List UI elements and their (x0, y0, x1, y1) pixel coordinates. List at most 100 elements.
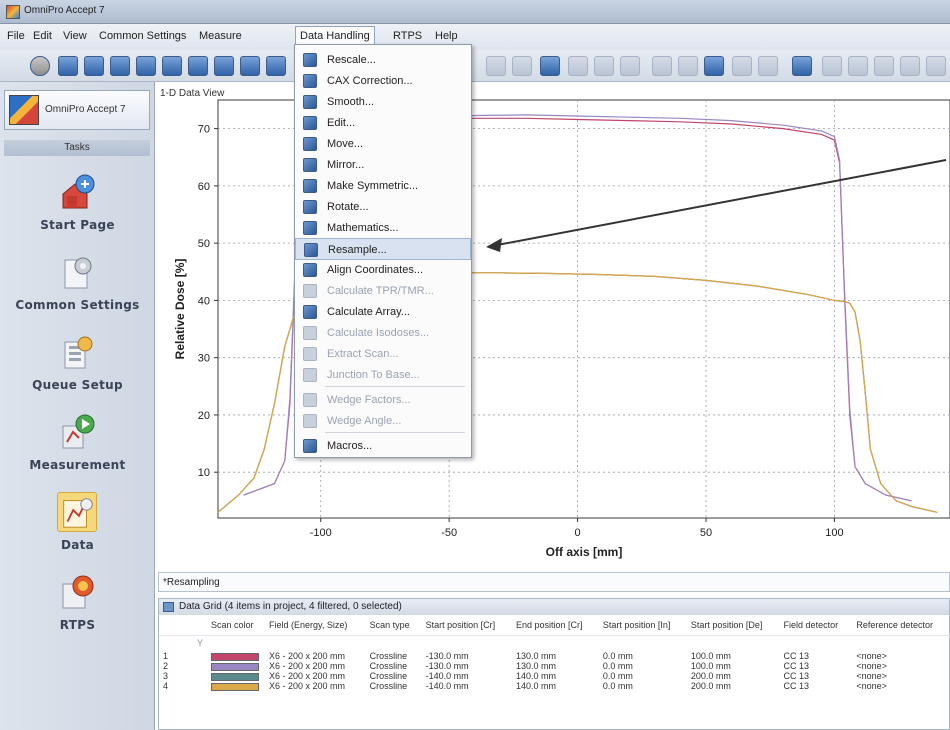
menu-item-cax-correction[interactable]: CAX Correction... (295, 70, 471, 92)
menu-item-label: Mathematics... (327, 222, 399, 234)
nav-queue-setup[interactable]: Queue Setup (0, 332, 155, 408)
column-header[interactable]: Start position [In] (598, 615, 687, 636)
toolbar-button-20[interactable] (758, 56, 778, 76)
toolbar-button-26[interactable] (926, 56, 946, 76)
nav-measurement[interactable]: Measurement (0, 412, 155, 488)
dose-profile-chart[interactable]: 10 20 30 40 50 60 70 -100 -50 0 50 100 Off axis [m… (156, 82, 950, 572)
y-tick-label: 10 (198, 467, 210, 479)
menu-file[interactable]: File (7, 30, 25, 42)
nav-start-page[interactable]: Start Page (0, 172, 155, 248)
macros-icon (303, 439, 317, 453)
toolbar-button-5[interactable] (162, 56, 182, 76)
menu-item-resample[interactable]: Resample... (295, 238, 471, 260)
menu-item-calculate-array[interactable]: Calculate Array... (295, 301, 471, 323)
toolbar-button-7[interactable] (214, 56, 234, 76)
menu-item-mathematics[interactable]: Mathematics... (295, 217, 471, 239)
start-in-cell: 0.0 mm (602, 671, 633, 681)
field-cell: X6 - 200 x 200 mm (269, 661, 346, 671)
series-line-4 (217, 272, 938, 513)
nav-rtps[interactable]: RTPS (0, 572, 155, 648)
toolbar-button-6[interactable] (188, 56, 208, 76)
toolbar-button-9[interactable] (266, 56, 286, 76)
start-in-cell: 0.0 mm (602, 681, 633, 691)
menu-item-label: Align Coordinates... (327, 264, 423, 276)
toolbar-button-3[interactable] (110, 56, 130, 76)
menu-edit[interactable]: Edit (33, 30, 52, 42)
column-header[interactable] (159, 615, 208, 636)
column-header[interactable]: Field (Energy, Size) (265, 615, 366, 636)
table-row[interactable]: 4 X6 - 200 x 200 mm Crossline -140.0 mm … (159, 681, 950, 691)
nav-common-settings[interactable]: Common Settings (0, 252, 155, 328)
column-header[interactable]: Start position [Cr] (421, 615, 512, 636)
menu-measure[interactable]: Measure (199, 30, 242, 42)
table-row[interactable]: 2 X6 - 200 x 200 mm Crossline -130.0 mm … (159, 661, 950, 671)
menu-help[interactable]: Help (435, 30, 458, 42)
menu-item-label: Macros... (327, 440, 373, 452)
column-header[interactable]: Scan color (207, 615, 266, 636)
toolbar-button-16[interactable] (652, 56, 672, 76)
plot-area[interactable]: 1-D Data View 10 20 30 40 50 60 70 -100 -50 0 50 1… (156, 82, 950, 572)
menu-item-edit[interactable]: Edit... (295, 112, 471, 134)
start-in-cell: 0.0 mm (602, 651, 633, 661)
scan-type-cell: Crossline (369, 651, 408, 661)
menu-item-mirror[interactable]: Mirror... (295, 154, 471, 176)
toolbar-button-24[interactable] (874, 56, 894, 76)
toolbar-button-18[interactable] (704, 56, 724, 76)
house-globe-icon (62, 174, 95, 209)
toolbar-button-11[interactable] (512, 56, 532, 76)
toolbar-button-21[interactable] (792, 56, 812, 76)
toolbar-button-22[interactable] (822, 56, 842, 76)
menu-data-handling[interactable]: Data Handling (295, 26, 375, 46)
toolbar-button-2[interactable] (84, 56, 104, 76)
y-tick-label: 30 (198, 353, 210, 365)
rtps-globe-icon (62, 575, 94, 609)
toolbar-button-13[interactable] (568, 56, 588, 76)
menu-item-calculate-tpr-tmr[interactable]: Calculate TPR/TMR... (295, 280, 471, 302)
toolbar-button-25[interactable] (900, 56, 920, 76)
menu-item-rotate[interactable]: Rotate... (295, 196, 471, 218)
column-header[interactable]: End position [Cr] (511, 615, 599, 636)
start-cr-cell: -130.0 mm (425, 661, 469, 671)
column-header[interactable]: Field detector (779, 615, 853, 636)
column-header[interactable]: Start position [De] (686, 615, 780, 636)
table-row[interactable]: 3 X6 - 200 x 200 mm Crossline -140.0 mm … (159, 671, 950, 681)
menu-item-label: Rescale... (327, 54, 376, 66)
toolbar-button-1[interactable] (58, 56, 78, 76)
nav-data[interactable]: Data (0, 492, 155, 568)
filter-row[interactable]: Y (159, 635, 950, 651)
menu-item-label: Wedge Angle... (327, 415, 402, 427)
menu-item-wedge-angle[interactable]: Wedge Angle... (295, 410, 471, 432)
reference-detector-cell: <none> (856, 681, 887, 691)
column-header[interactable]: Reference detector (852, 615, 950, 636)
menu-common-settings[interactable]: Common Settings (99, 30, 187, 42)
toolbar-button-4[interactable] (136, 56, 156, 76)
toolbar-button-23[interactable] (848, 56, 868, 76)
menu-item-align-coordinates[interactable]: Align Coordinates... (295, 259, 471, 281)
toolbar-button-15[interactable] (620, 56, 640, 76)
menu-item-junction-to-base[interactable]: Junction To Base... (295, 364, 471, 386)
menu-item-extract-scan[interactable]: Extract Scan... (295, 343, 471, 365)
y-tick-label: 70 (198, 124, 210, 136)
info-icon[interactable] (30, 56, 50, 76)
toolbar-button-10[interactable] (486, 56, 506, 76)
menu-item-make-symmetric[interactable]: Make Symmetric... (295, 175, 471, 197)
menu-rtps[interactable]: RTPS (393, 30, 423, 42)
row-number: 4 (163, 681, 169, 691)
wedge-angle-icon (303, 414, 317, 428)
table-row[interactable]: 1 X6 - 200 x 200 mm Crossline -130.0 mm … (159, 651, 950, 661)
menu-view[interactable]: View (63, 30, 87, 42)
menu-item-move[interactable]: Move... (295, 133, 471, 155)
toolbar-button-19[interactable] (732, 56, 752, 76)
toolbar-button-8[interactable] (240, 56, 260, 76)
menu-item-smooth[interactable]: Smooth... (295, 91, 471, 113)
menu-item-macros[interactable]: Macros... (295, 435, 471, 457)
menu-item-wedge-factors[interactable]: Wedge Factors... (295, 389, 471, 411)
toolbar-button-17[interactable] (678, 56, 698, 76)
toolbar-button-12[interactable] (540, 56, 560, 76)
column-header[interactable]: Scan type (365, 615, 422, 636)
menu-item-rescale[interactable]: Rescale... (295, 49, 471, 71)
filter-icon[interactable]: Y (197, 638, 204, 649)
window-title: OmniPro Accept 7 (24, 5, 105, 16)
menu-item-calculate-isodoses[interactable]: Calculate Isodoses... (295, 322, 471, 344)
toolbar-button-14[interactable] (594, 56, 614, 76)
